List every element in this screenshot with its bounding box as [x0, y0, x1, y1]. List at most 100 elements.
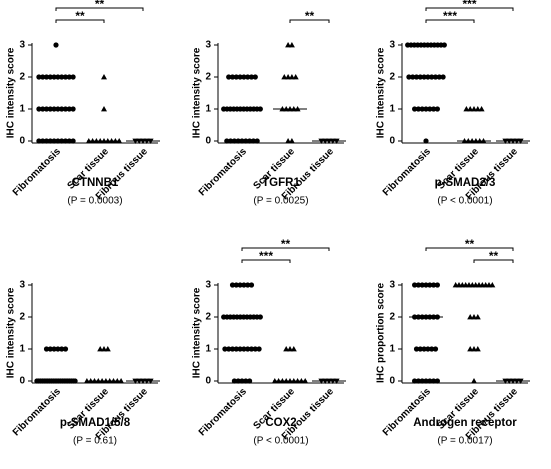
dot	[55, 138, 61, 144]
dot	[36, 138, 42, 144]
dot	[47, 138, 53, 144]
y-axis-label: IHC intensity score	[192, 287, 203, 378]
dot	[474, 346, 481, 352]
y-tick-label: 0	[205, 136, 211, 147]
dot	[247, 378, 253, 384]
x-tick-label: Fibromatosis	[197, 386, 249, 438]
dot	[292, 74, 299, 80]
dot	[288, 42, 295, 48]
panel-subtitle: (P = 0.61)	[73, 436, 117, 447]
dot	[429, 346, 435, 352]
dot	[423, 138, 429, 144]
dot	[419, 106, 425, 112]
dot	[427, 106, 433, 112]
dot	[440, 74, 446, 80]
dot	[285, 74, 292, 80]
panel-title: p-SMAD2/3	[435, 177, 496, 189]
y-tick-label: 0	[389, 136, 395, 147]
y-tick-label: 1	[205, 104, 211, 115]
dot	[239, 378, 245, 384]
dot	[237, 74, 243, 80]
dot	[423, 282, 429, 288]
dot	[434, 282, 440, 288]
dot	[241, 282, 247, 288]
panel-subtitle: (P = 0.0017)	[437, 436, 492, 447]
dot	[415, 378, 421, 384]
dot	[101, 74, 107, 80]
dot	[285, 138, 292, 144]
significance-label: **	[305, 9, 315, 23]
dot	[417, 346, 423, 352]
dot	[413, 346, 420, 352]
dot	[66, 138, 72, 144]
dot	[471, 378, 477, 384]
significance-bracket	[241, 247, 330, 251]
dot	[245, 346, 251, 352]
dot	[471, 314, 477, 320]
dot	[247, 138, 253, 144]
significance-label: ***	[443, 9, 457, 23]
dot	[231, 138, 237, 144]
dot	[288, 138, 295, 144]
significance-bracket	[473, 259, 514, 263]
dot	[431, 378, 437, 384]
dot	[237, 346, 243, 352]
dot	[248, 282, 255, 288]
dot	[412, 378, 418, 384]
y-axis-label: IHC intensity score	[6, 287, 17, 378]
dot	[72, 378, 78, 384]
dot	[425, 346, 431, 352]
dot	[419, 378, 425, 384]
dot	[415, 282, 421, 288]
dot	[467, 346, 474, 352]
significance-bracket	[425, 247, 514, 251]
dot	[97, 346, 104, 352]
dot	[36, 74, 42, 80]
significance-label: ***	[462, 0, 476, 11]
dot	[36, 106, 42, 112]
dot	[229, 74, 236, 80]
dot	[434, 106, 440, 112]
y-tick-label: 0	[205, 376, 211, 387]
dot	[51, 138, 57, 144]
significance-bracket	[241, 259, 291, 263]
dot	[70, 138, 76, 144]
dot	[412, 106, 418, 112]
dot	[233, 74, 239, 80]
dot	[257, 314, 263, 320]
significance-label: **	[489, 249, 499, 263]
panel-title: COX2	[265, 417, 296, 429]
y-tick-label: 3	[205, 40, 211, 51]
panel-subtitle: (P < 0.0001)	[253, 436, 308, 447]
dot	[226, 346, 232, 352]
panel-subtitle: (P = 0.0025)	[253, 196, 308, 207]
significance-bracket	[425, 7, 514, 11]
dot	[104, 346, 111, 352]
dot	[55, 346, 61, 352]
dot	[241, 74, 247, 80]
dot	[245, 74, 251, 80]
dot	[229, 282, 236, 288]
panel-title: TGFR1	[262, 177, 300, 189]
dot	[489, 282, 496, 288]
dot	[228, 138, 234, 144]
y-tick-label: 0	[19, 376, 25, 387]
y-tick-label: 2	[389, 72, 395, 83]
significance-label: **	[95, 0, 105, 11]
panel-title: p-SMAD1/5/8	[60, 417, 131, 429]
dot	[43, 138, 50, 144]
dot	[474, 106, 481, 112]
dot	[233, 346, 239, 352]
dot	[256, 346, 262, 352]
y-tick-label: 2	[19, 72, 25, 83]
y-tick-label: 2	[205, 72, 211, 83]
panel-title: CTNNB1	[72, 177, 119, 189]
dot	[40, 138, 46, 144]
dot	[55, 74, 61, 80]
dot	[51, 74, 57, 80]
dot	[62, 74, 69, 80]
